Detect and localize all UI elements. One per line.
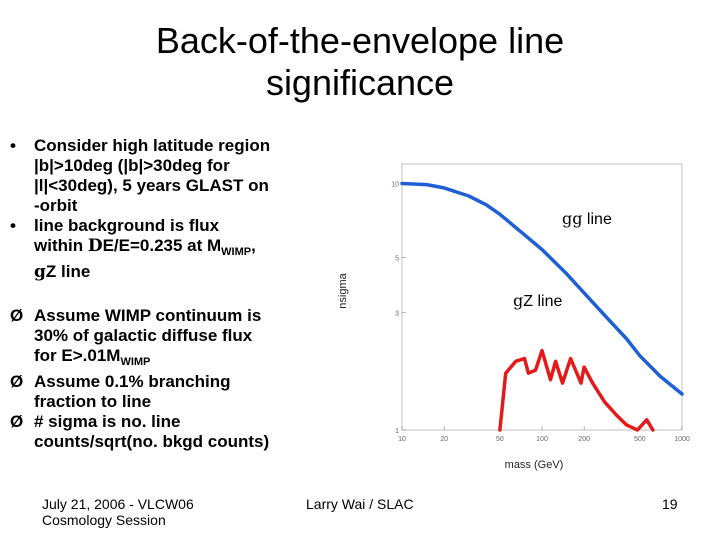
title-line-1: Back-of-the-envelope line (155, 20, 565, 61)
text-run: , (251, 236, 256, 255)
footer-date-line: July 21, 2006 - VLCW06 (42, 496, 194, 512)
text-run: within (34, 236, 88, 255)
chart-labels: gg line gZ line (513, 209, 612, 310)
arrow-item: Ø Assume 0.1% branching fraction to line (10, 372, 320, 412)
gamma-gamma-line-series (400, 181, 684, 396)
bullet-line: Assume 0.1% branching (34, 372, 231, 391)
bullet-line: # sigma is no. line (34, 412, 181, 431)
bullet-line: 30% of galactic diffuse flux (34, 326, 253, 345)
bullet-line: gZ line (34, 262, 320, 282)
arrow-marker: Ø (10, 372, 24, 391)
bullet-line: within DE/E=0.235 at MWIMP, (34, 236, 320, 262)
gamma-symbol: g (34, 262, 46, 282)
bullet-line: |b|>10deg (|b|>30deg for (34, 156, 230, 175)
subscript: WIMP (221, 246, 252, 258)
arrow-marker: Ø (10, 412, 24, 431)
gamma-z-line-series (498, 348, 655, 432)
gamma-symbol: g (513, 291, 523, 310)
y-axis-label: nsigma (337, 272, 349, 308)
bullet-line: -orbit (34, 196, 78, 215)
series-label-text: line (582, 211, 611, 228)
arrow-marker: Ø (10, 306, 24, 325)
arrow-item: Ø # sigma is no. line counts/sqrt(no. bk… (10, 412, 320, 452)
delta-symbol: D (87, 236, 103, 256)
text-run: E/E=0.235 at M (102, 236, 222, 255)
gamma-z-line-label: gZ line (513, 291, 562, 310)
title-line-2: significance (265, 62, 455, 103)
bullet-line: Consider high latitude region (34, 136, 271, 155)
y-tick-label: 3 (395, 310, 399, 317)
x-tick-label: 10 (398, 436, 406, 443)
text-run: for E>.01M (34, 346, 121, 365)
arrow-item: Ø Assume WIMP continuum is 30% of galact… (10, 306, 320, 372)
bullet-line: counts/sqrt(no. bkgd counts) (34, 432, 270, 451)
bullet-item: • line background is flux within DE/E=0.… (10, 216, 320, 282)
x-tick-label: 500 (634, 436, 646, 443)
x-tick-label: 1000 (674, 436, 690, 443)
bullet-line: line background is flux (34, 216, 220, 235)
bullet-item: • Consider high latitude region |b|>10de… (10, 136, 320, 216)
x-tick-label: 50 (496, 436, 504, 443)
x-tick-label: 100 (536, 436, 548, 443)
chart-axes: 10 20 50 100 200 500 1000 1 3 5 10 mass (GeV) nsigma (337, 163, 690, 471)
slide-title: Back-of-the-envelope line significance (60, 20, 660, 104)
y-tick-label: 10 (391, 182, 399, 189)
bullet-line: fraction to line (34, 392, 152, 411)
series-label-text: Z line (523, 293, 562, 310)
y-tick-label: 5 (395, 256, 399, 263)
bullet-line: for E>.01MWIMP (34, 346, 320, 372)
y-tick-label: 1 (395, 428, 399, 435)
footer-author: Larry Wai / SLAC (306, 496, 414, 512)
bullet-marker: • (10, 136, 16, 155)
gamma-symbol: gg (562, 209, 582, 228)
bullet-marker: • (10, 216, 16, 235)
footer-date: July 21, 2006 - VLCW06 Cosmology Session (42, 496, 194, 528)
nsigma-chart: 10 20 50 100 200 500 1000 1 3 5 10 mass (GeV) nsigma… (337, 163, 690, 471)
gamma-gamma-line-label: gg line (562, 209, 612, 228)
bullet-line: |l|<30deg), 5 years GLAST on (34, 176, 269, 195)
x-tick-label: 20 (440, 436, 448, 443)
page-number: 19 (662, 496, 678, 512)
subscript: WIMP (120, 356, 151, 368)
text-run: Z line (45, 262, 91, 281)
bullet-line: Assume WIMP continuum is (34, 306, 262, 325)
x-tick-label: 200 (578, 436, 590, 443)
chart-series (400, 181, 684, 432)
x-axis-label: mass (GeV) (505, 459, 564, 471)
footer-session-line: Cosmology Session (42, 512, 166, 528)
bullet-list: • Consider high latitude region |b|>10de… (10, 136, 320, 452)
